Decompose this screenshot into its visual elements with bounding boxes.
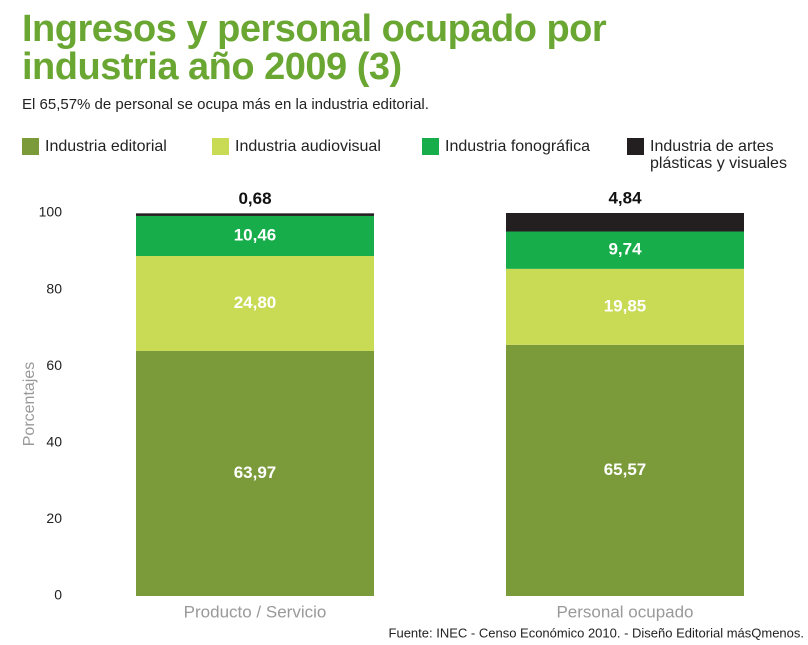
legend-swatch xyxy=(212,138,229,155)
y-tick-label: 60 xyxy=(46,357,62,373)
legend-item: Industria fonográfica xyxy=(422,138,627,172)
bar-segment xyxy=(136,215,374,257)
data-label: 10,46 xyxy=(234,225,277,244)
legend-swatch xyxy=(22,138,39,155)
legend-item: Industria audiovisual xyxy=(212,138,422,172)
data-label: 9,74 xyxy=(608,240,642,259)
legend-label: Industria fonográfica xyxy=(445,138,590,155)
y-tick-label: 20 xyxy=(46,510,62,526)
legend-swatch xyxy=(422,138,439,155)
y-tick-label: 100 xyxy=(39,204,63,220)
bar-segment xyxy=(136,256,374,351)
bar-segment xyxy=(506,231,744,269)
legend-label: Industria audiovisual xyxy=(235,138,381,155)
source: Fuente: INEC - Censo Económico 2010. - D… xyxy=(389,625,804,640)
bar-segment xyxy=(506,344,744,596)
data-label: 0,68 xyxy=(238,189,271,208)
legend-item: Industria editorial xyxy=(22,138,212,172)
data-label: 4,84 xyxy=(608,188,642,207)
legend-swatch xyxy=(627,138,644,155)
data-label: 63,97 xyxy=(234,463,277,482)
legend: Industria editorial Industria audiovisual… xyxy=(22,138,808,172)
legend-label: Industria de artes plásticas y visuales xyxy=(650,138,787,172)
y-tick-label: 0 xyxy=(54,587,62,603)
y-axis-label: Porcentajes xyxy=(21,362,38,447)
data-label: 19,85 xyxy=(604,296,647,315)
chart-subtitle: El 65,57% de personal se ocupa más en la… xyxy=(22,96,429,113)
bar-segment xyxy=(506,268,744,345)
x-tick-label: Personal ocupado xyxy=(556,602,693,621)
data-label: 65,57 xyxy=(604,460,647,479)
legend-label: Industria editorial xyxy=(45,138,167,155)
legend-item: Industria de artes plásticas y visuales xyxy=(627,138,808,172)
chart-title: Ingresos y personal ocupado por industri… xyxy=(22,8,607,88)
y-tick-label: 80 xyxy=(46,280,62,296)
data-label: 24,80 xyxy=(234,293,277,312)
bar-segment xyxy=(136,350,374,596)
bar-segment xyxy=(506,213,744,232)
y-tick-label: 40 xyxy=(46,434,62,450)
x-tick-label: Producto / Servicio xyxy=(184,602,327,621)
bar-segment xyxy=(136,213,374,216)
